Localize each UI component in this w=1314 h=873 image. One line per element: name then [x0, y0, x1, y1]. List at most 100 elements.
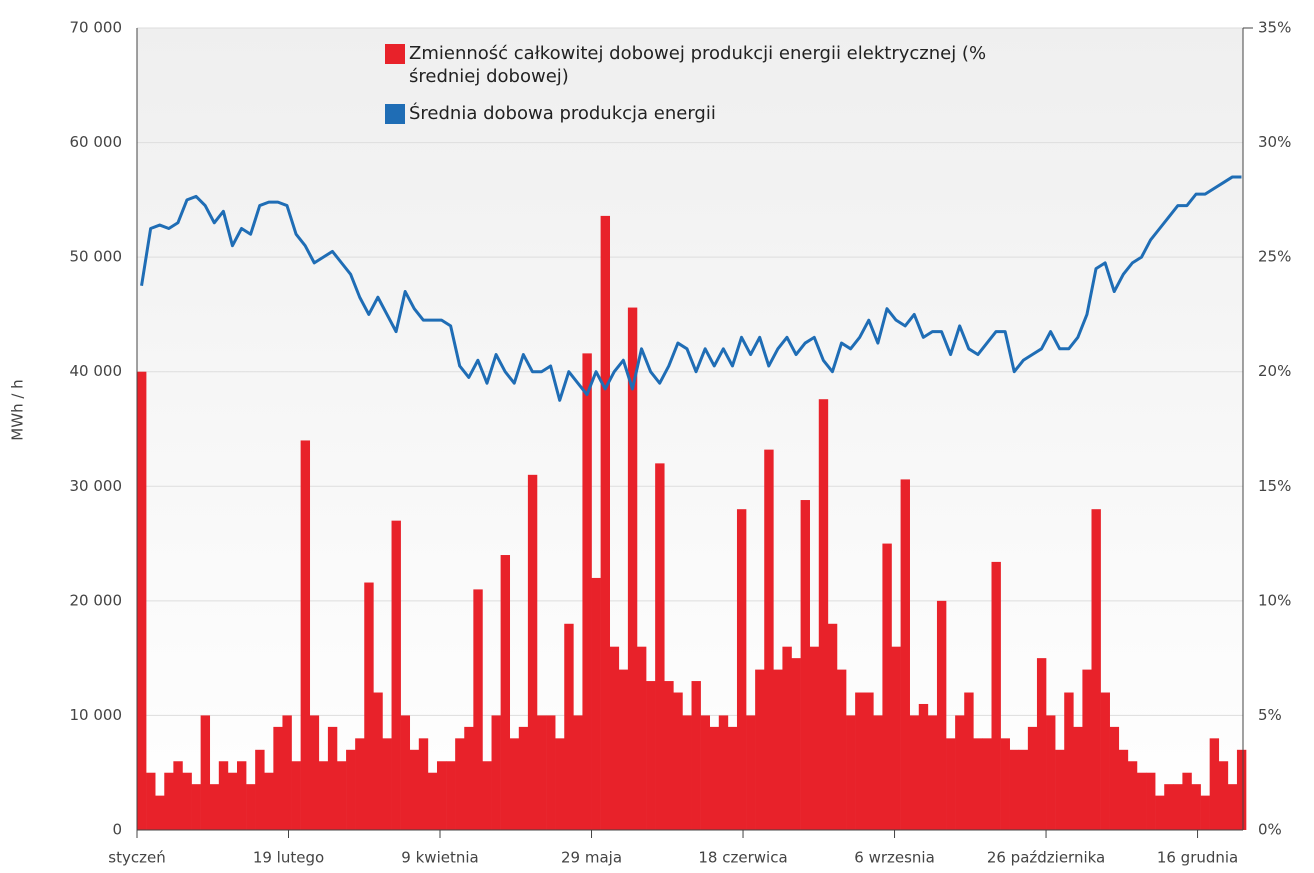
bar — [282, 715, 292, 830]
bar — [227, 772, 238, 830]
bar — [382, 738, 392, 830]
bar — [137, 371, 147, 830]
bar — [327, 726, 338, 830]
bar — [355, 738, 365, 830]
bar — [482, 761, 492, 830]
bar — [555, 738, 565, 830]
bar — [473, 589, 483, 830]
bar — [1100, 692, 1110, 830]
y2-tick-label: 25% — [1258, 248, 1291, 266]
plot-area — [137, 28, 1243, 830]
bar — [200, 715, 211, 830]
bar — [609, 646, 620, 830]
x-tick-label: 26 października — [987, 849, 1105, 867]
bar — [655, 463, 665, 830]
bar — [746, 715, 756, 830]
bar — [836, 669, 847, 830]
bar — [946, 738, 956, 830]
x-tick-label: 16 grudnia — [1157, 849, 1238, 867]
bar — [1064, 692, 1074, 830]
bar — [627, 307, 638, 830]
bar — [764, 449, 774, 830]
bar — [491, 715, 501, 830]
y-axis-label: MWh / h — [9, 379, 27, 440]
bar — [673, 692, 683, 830]
bar — [1127, 761, 1138, 830]
bar — [173, 761, 183, 830]
bar — [264, 772, 274, 830]
y2-tick-label: 10% — [1258, 591, 1291, 609]
bar — [936, 600, 947, 830]
bar — [1009, 749, 1020, 830]
bar — [791, 658, 801, 830]
bar — [409, 749, 420, 830]
y2-tick-label: 0% — [1258, 821, 1282, 839]
bar — [427, 772, 438, 830]
bar — [991, 561, 1001, 830]
bar — [982, 738, 992, 830]
bar — [818, 399, 829, 830]
bar — [1164, 784, 1174, 830]
bar — [909, 715, 920, 830]
bar — [318, 761, 329, 830]
bar — [209, 784, 220, 830]
bar — [336, 761, 347, 830]
legend-item: Średnia dobowa produkcja energii — [385, 102, 1029, 125]
bar — [546, 715, 556, 830]
y2-tick-label: 35% — [1258, 19, 1291, 37]
bar — [882, 543, 892, 830]
legend-swatch — [385, 44, 405, 64]
bar — [591, 577, 601, 830]
bar — [736, 509, 747, 830]
bar — [1046, 715, 1056, 830]
bar — [709, 726, 720, 830]
bar — [291, 761, 301, 830]
bar — [827, 623, 838, 830]
bar — [1173, 784, 1183, 830]
bar — [1191, 784, 1201, 830]
bar — [436, 761, 447, 830]
bar — [300, 440, 311, 830]
bar — [782, 646, 792, 830]
bar — [955, 715, 965, 830]
bar — [646, 681, 656, 830]
bar — [1209, 738, 1220, 830]
legend: Zmienność całkowitej dobowej produkcji e… — [385, 42, 1029, 139]
legend-item: Zmienność całkowitej dobowej produkcji e… — [385, 42, 1029, 88]
y-tick-label: 60 000 — [70, 133, 123, 151]
bar — [464, 726, 474, 830]
bar — [146, 772, 156, 830]
bar — [755, 669, 765, 830]
bar — [682, 715, 692, 830]
y-tick-label: 20 000 — [70, 591, 123, 609]
bar — [891, 646, 901, 830]
bar — [1200, 795, 1210, 830]
x-tick-label: 19 lutego — [253, 849, 324, 867]
bar — [509, 738, 520, 830]
bar — [1073, 726, 1083, 830]
bar — [191, 784, 201, 830]
bar — [446, 761, 456, 830]
bar — [973, 738, 983, 830]
bar — [1218, 761, 1229, 830]
bar — [1055, 749, 1065, 830]
bar — [964, 692, 974, 830]
line — [140, 175, 1242, 402]
bar — [364, 582, 374, 830]
bar — [1236, 749, 1247, 830]
bar — [182, 772, 192, 830]
bar — [564, 623, 574, 830]
bar — [1082, 669, 1092, 830]
bar — [618, 669, 629, 830]
bar — [573, 715, 583, 830]
bar — [900, 479, 910, 830]
y-tick-label: 0 — [112, 821, 122, 839]
x-tick-label: 6 wrzesnia — [854, 849, 935, 867]
bar — [700, 715, 710, 830]
bar — [1227, 784, 1238, 830]
bar — [218, 761, 229, 830]
bar — [664, 681, 674, 830]
bar — [1118, 749, 1129, 830]
bar — [927, 715, 938, 830]
